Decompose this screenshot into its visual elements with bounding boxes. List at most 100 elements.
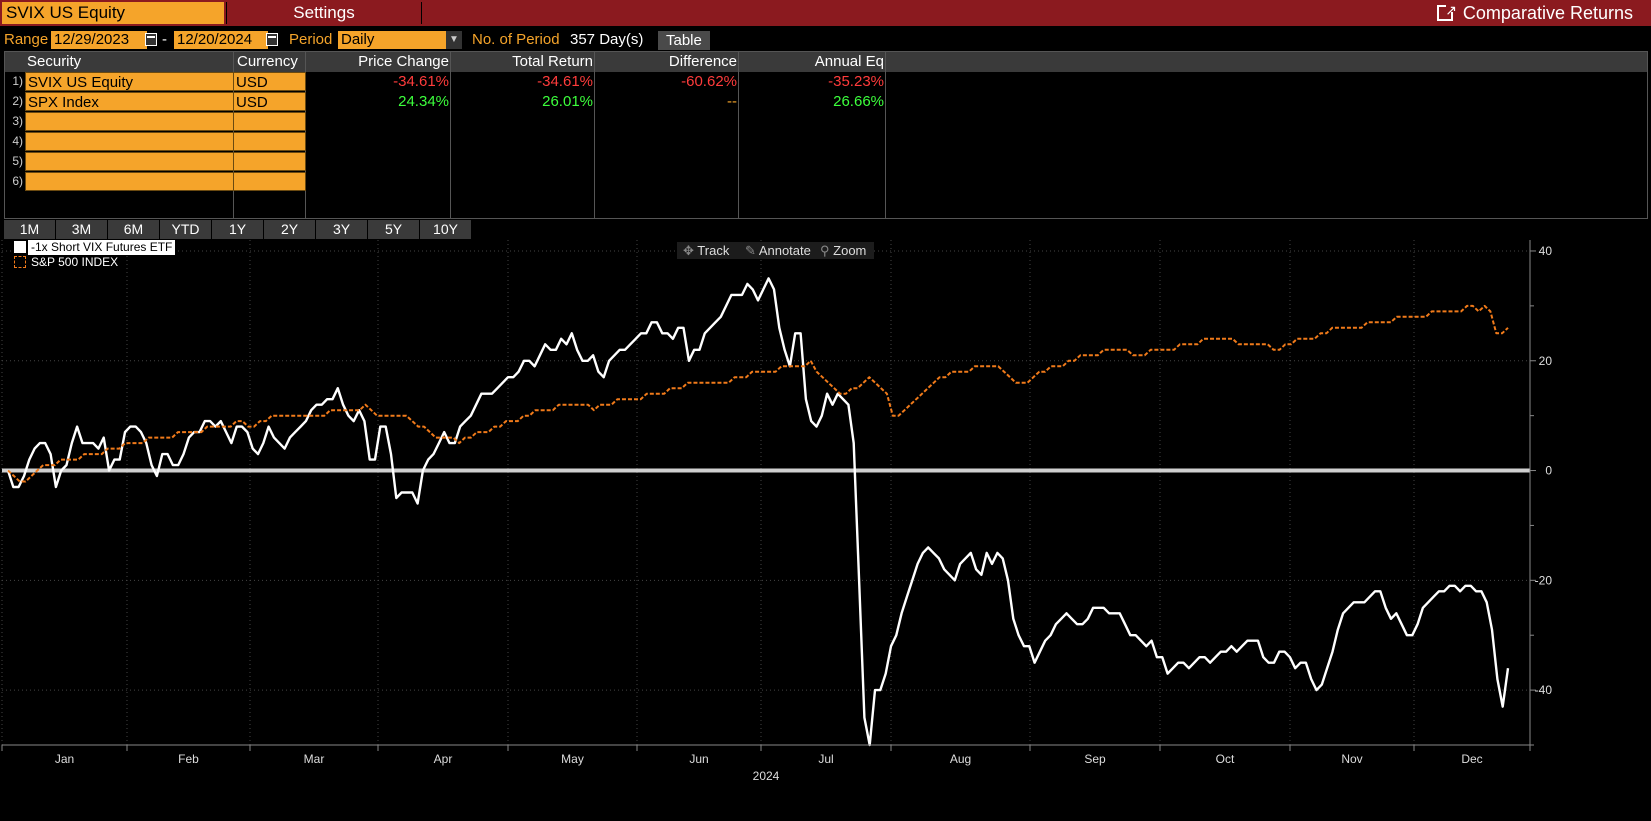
column-divider xyxy=(738,52,739,218)
header-total-return: Total Return xyxy=(451,52,593,72)
price-change-value: 24.34% xyxy=(398,93,449,110)
period-button-5y[interactable]: 5Y xyxy=(368,220,420,239)
security-cell[interactable] xyxy=(25,132,234,151)
currency-cell[interactable]: USD xyxy=(233,92,306,111)
x-tick-label: Aug xyxy=(950,752,971,766)
pencil-icon: ✎ xyxy=(745,243,756,258)
period-button-1y[interactable]: 1Y xyxy=(212,220,264,239)
column-divider xyxy=(594,52,595,218)
y-tick-label: -20 xyxy=(1535,573,1553,587)
ticker-field[interactable]: SVIX US Equity xyxy=(2,2,224,24)
x-tick-label: May xyxy=(561,752,584,766)
parameter-row: Range 12/29/2023 - 12/20/2024 Period Dai… xyxy=(0,30,1651,50)
difference-value: -60.62% xyxy=(681,73,737,90)
period-label: Period xyxy=(289,31,333,48)
row-number: 6) xyxy=(12,174,23,188)
x-tick-label: Nov xyxy=(1341,752,1362,766)
comparative-returns-chart[interactable]: Jan Feb Mar Apr May Jun Jul Aug Sep Oct Nov Dec 2024… xyxy=(0,240,1651,821)
x-tick-label: Jan xyxy=(55,752,74,766)
period-button-10y[interactable]: 10Y xyxy=(420,220,472,239)
x-tick-label: Feb xyxy=(178,752,199,766)
securities-table: Security Currency Price Change Total Ret… xyxy=(4,51,1648,219)
difference-value: -- xyxy=(727,93,737,110)
num-periods-label: No. of Period xyxy=(472,31,560,48)
security-cell[interactable] xyxy=(25,152,234,171)
period-button-ytd[interactable]: YTD xyxy=(160,220,212,239)
row-number: 2) xyxy=(12,94,23,108)
currency-cell[interactable]: USD xyxy=(233,72,306,91)
period-button-2y[interactable]: 2Y xyxy=(264,220,316,239)
crosshair-icon: ✥ xyxy=(683,243,694,258)
header-price-change: Price Change xyxy=(305,52,449,72)
chevron-down-icon[interactable]: ▼ xyxy=(446,31,462,49)
top-bar: SVIX US Equity Settings Comparative Retu… xyxy=(0,0,1651,26)
column-divider xyxy=(450,52,451,218)
y-tick-label: 40 xyxy=(1539,244,1553,258)
currency-cell[interactable] xyxy=(233,112,306,131)
header-difference: Difference xyxy=(595,52,737,72)
y-tick-label: 0 xyxy=(1545,464,1552,478)
security-cell[interactable]: SPX Index xyxy=(25,92,234,111)
chart-toolbar: ✥ Track ✎ Annotate ⚲ Zoom xyxy=(677,242,874,259)
security-cell[interactable] xyxy=(25,112,234,131)
x-tick-label: Jun xyxy=(689,752,708,766)
range-label: Range xyxy=(4,31,49,48)
legend-label: S&P 500 INDEX xyxy=(28,255,122,270)
zoom-tool[interactable]: ⚲ Zoom xyxy=(820,242,866,259)
legend-label: -1x Short VIX Futures ETF xyxy=(28,240,176,255)
period-button-6m[interactable]: 6M xyxy=(108,220,160,239)
calendar-icon[interactable] xyxy=(266,33,278,46)
period-button-1m[interactable]: 1M xyxy=(4,220,56,239)
chart-area[interactable]: Jan Feb Mar Apr May Jun Jul Aug Sep Oct Nov Dec 2024… xyxy=(0,240,1651,821)
security-cell[interactable] xyxy=(25,172,234,191)
function-title-label: Comparative Returns xyxy=(1462,3,1633,23)
chart-series xyxy=(6,277,1510,747)
row-number: 3) xyxy=(12,114,23,128)
x-tick-label: Mar xyxy=(304,752,325,766)
legend-swatch-solid xyxy=(14,241,26,253)
security-cell[interactable]: SVIX US Equity xyxy=(25,72,234,91)
y-tick-label: -40 xyxy=(1535,683,1553,697)
currency-cell[interactable] xyxy=(233,172,306,191)
header-currency: Currency xyxy=(237,52,307,72)
x-tick-label: Apr xyxy=(434,752,453,766)
table-button[interactable]: Table xyxy=(658,31,710,50)
currency-cell[interactable] xyxy=(233,132,306,151)
x-axis-year-label: 2024 xyxy=(753,769,780,783)
function-title[interactable]: Comparative Returns xyxy=(1436,0,1633,24)
total-return-value: 26.01% xyxy=(542,93,593,110)
calendar-icon[interactable] xyxy=(145,33,157,46)
num-periods-value: 357 Day(s) xyxy=(570,31,644,48)
row-number: 1) xyxy=(12,74,23,88)
annual-eq-value: -35.23% xyxy=(828,73,884,90)
row-number: 5) xyxy=(12,154,23,168)
end-date-field[interactable]: 12/20/2024 xyxy=(174,31,268,49)
x-tick-label: Sep xyxy=(1084,752,1106,766)
header-security: Security xyxy=(27,52,227,72)
start-date-field[interactable]: 12/29/2023 xyxy=(51,31,147,49)
track-tool[interactable]: ✥ Track xyxy=(683,242,729,259)
track-label: Track xyxy=(697,243,730,258)
x-tick-label: Jul xyxy=(818,752,833,766)
total-return-value: -34.61% xyxy=(537,73,593,90)
popout-icon[interactable] xyxy=(1436,0,1457,21)
x-tick-label: Oct xyxy=(1216,752,1235,766)
range-separator: - xyxy=(162,31,167,48)
period-select[interactable]: Daily xyxy=(338,31,446,49)
legend-item-series2[interactable]: S&P 500 INDEX xyxy=(14,255,122,270)
price-change-value: -34.61% xyxy=(393,73,449,90)
header-annual-eq: Annual Eq xyxy=(739,52,884,72)
chart-axes: Jan Feb Mar Apr May Jun Jul Aug Sep Oct Nov Dec 2024… xyxy=(1,240,1553,783)
legend-item-series1[interactable]: -1x Short VIX Futures ETF xyxy=(14,240,176,255)
period-button-3m[interactable]: 3M xyxy=(56,220,108,239)
row-number: 4) xyxy=(12,134,23,148)
zoom-label: Zoom xyxy=(833,243,867,258)
y-tick-label: 20 xyxy=(1539,354,1553,368)
currency-cell[interactable] xyxy=(233,152,306,171)
column-divider xyxy=(885,52,886,218)
settings-tab[interactable]: Settings xyxy=(226,2,422,24)
legend-swatch-dashed xyxy=(14,256,26,268)
annotate-tool[interactable]: ✎ Annotate xyxy=(745,242,811,259)
chart-grid xyxy=(1,240,1531,745)
period-button-3y[interactable]: 3Y xyxy=(316,220,368,239)
